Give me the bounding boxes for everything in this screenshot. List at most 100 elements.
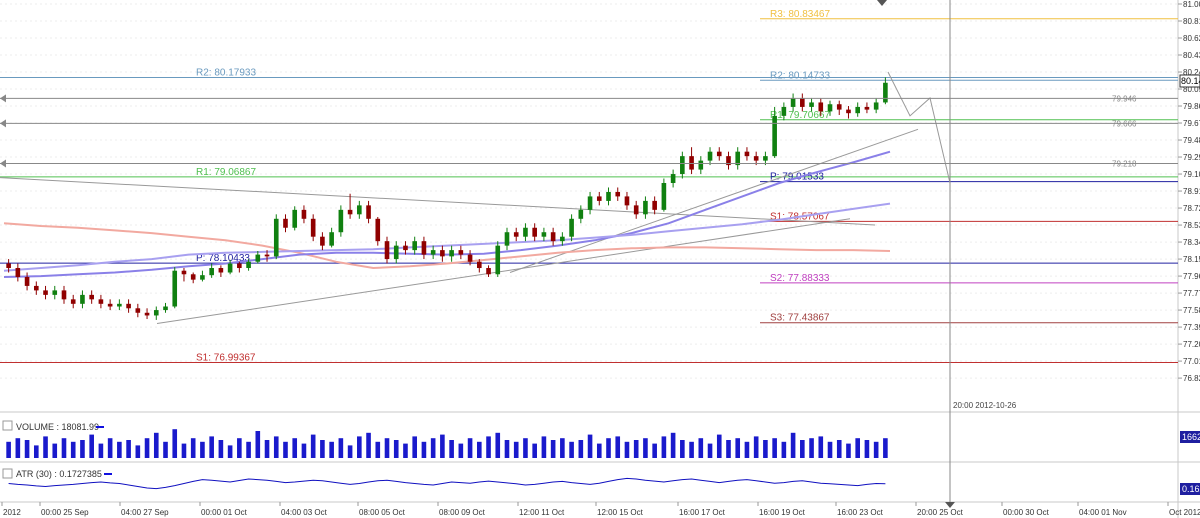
candle-body xyxy=(652,200,657,210)
candle-body xyxy=(513,232,519,237)
y-tick-label: 78.53 xyxy=(1183,221,1200,230)
x-tick-label: 16:00 19 Oct xyxy=(759,508,806,517)
moving-averages xyxy=(3,150,891,278)
candle-body xyxy=(744,151,750,157)
volume-bar xyxy=(578,440,584,458)
volume-bar xyxy=(467,438,473,458)
candle-body xyxy=(15,268,21,277)
candle-body xyxy=(753,156,759,161)
volume-close-icon[interactable] xyxy=(2,420,13,431)
trendlines xyxy=(0,71,951,325)
atr-line xyxy=(8,477,886,490)
volume-bar xyxy=(569,441,574,458)
volume-bar xyxy=(726,440,731,458)
volume-bar xyxy=(827,441,833,458)
level-label: R2: 80.17933 xyxy=(196,67,256,78)
candle-body xyxy=(107,303,113,307)
volume-bar xyxy=(43,436,48,458)
candle-body xyxy=(836,104,842,110)
candle-body xyxy=(800,97,805,107)
candle-body xyxy=(338,209,344,233)
volume-bar xyxy=(320,440,325,458)
vertical-marker-label: 20:00 2012-10-26 xyxy=(953,401,1017,410)
volume-bar xyxy=(283,441,288,458)
candle-body xyxy=(117,303,122,307)
candle-body xyxy=(596,196,602,201)
volume-bar xyxy=(15,438,21,458)
volume-bar xyxy=(763,440,768,458)
candle-body xyxy=(523,227,528,237)
volume-bar xyxy=(375,441,381,458)
volume-bar xyxy=(366,432,371,458)
price-axis: 81.00 80.81 80.62 80.43 80.24 80.05 79.86 79.67… xyxy=(1178,0,1200,383)
candle-body xyxy=(864,106,870,110)
horizontal-markers: 79.946 79.666 79.218 xyxy=(0,94,1178,168)
atr-close-icon[interactable] xyxy=(2,468,13,479)
y-tick-label: 79.29 xyxy=(1183,153,1200,162)
volume-bar xyxy=(643,438,648,458)
volume-bar xyxy=(246,441,251,458)
volume-bar xyxy=(89,434,94,458)
volume-bar xyxy=(855,438,861,458)
x-tick-label: 04:00 01 Nov xyxy=(1079,508,1127,517)
candle-body xyxy=(366,205,371,219)
volume-bar xyxy=(209,436,214,458)
candle-body xyxy=(190,274,196,280)
y-tick-label: 78.34 xyxy=(1183,238,1200,247)
x-tick-label: 16:00 23 Oct xyxy=(837,508,884,517)
candle-body xyxy=(707,151,713,161)
volume-bar xyxy=(163,441,168,458)
volume-bar xyxy=(680,440,685,458)
y-tick-label: 77.96 xyxy=(1183,272,1200,281)
volume-bar xyxy=(449,440,454,458)
candle-body xyxy=(393,245,399,260)
candle-body xyxy=(283,218,288,228)
volume-value-badge xyxy=(1180,431,1200,443)
candle-body xyxy=(846,109,851,114)
volume-bar xyxy=(61,438,67,458)
x-tick-label: 20:00 25 Oct xyxy=(917,508,964,517)
candle-body xyxy=(680,156,685,175)
x-tick-label: 12:00 15 Oct xyxy=(597,508,644,517)
candle-body xyxy=(329,232,334,246)
volume-label: VOLUME : 18081.99 xyxy=(16,422,99,432)
candle-body xyxy=(550,232,556,242)
moving-average-line xyxy=(3,150,891,278)
volume-bar xyxy=(126,440,131,458)
candle-body xyxy=(200,275,205,280)
candle-body xyxy=(467,254,473,262)
candle-body xyxy=(375,218,381,242)
current-price-value: 80.147 xyxy=(1181,76,1200,86)
x-tick-label: 2012 xyxy=(3,508,21,517)
y-tick-label: 77.77 xyxy=(1183,289,1200,298)
candle-body xyxy=(61,290,67,300)
volume-bar xyxy=(200,441,205,458)
scroll-up-arrow-icon[interactable] xyxy=(877,0,887,6)
volume-bar xyxy=(698,438,704,458)
volume-bar xyxy=(624,441,630,458)
volume-bar xyxy=(883,438,888,458)
candle-body xyxy=(726,156,731,166)
y-tick-label: 79.10 xyxy=(1183,170,1200,179)
candle-body xyxy=(209,268,214,276)
volume-bar xyxy=(458,443,464,458)
volume-bar xyxy=(264,440,270,458)
candle-body xyxy=(320,236,325,246)
candle-body xyxy=(809,102,814,107)
volume-bar xyxy=(181,443,187,458)
moving-average-line xyxy=(3,202,891,272)
candle-body xyxy=(126,303,131,309)
candle-body xyxy=(855,106,861,114)
volume-bar xyxy=(80,440,85,458)
y-tick-label: 81.00 xyxy=(1183,0,1200,9)
volume-bar xyxy=(292,438,298,458)
candle-body xyxy=(43,290,48,295)
volume-bar xyxy=(6,441,11,458)
volume-bar xyxy=(440,434,445,458)
candle-body xyxy=(6,263,11,269)
atr-label: ATR (30) : 0.1727385 xyxy=(16,469,102,479)
volume-bar xyxy=(707,443,713,458)
candle-body xyxy=(578,209,584,219)
